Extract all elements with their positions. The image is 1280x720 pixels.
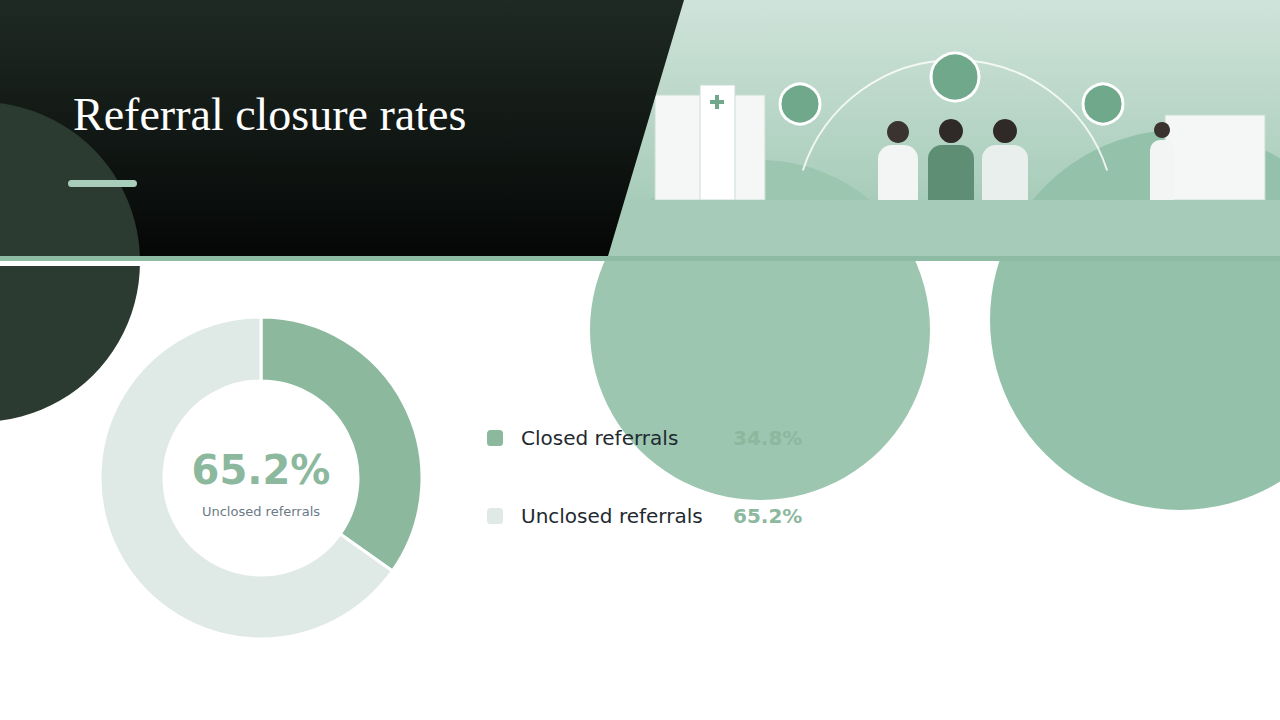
- svg-text:Unclosed referrals: Unclosed referrals: [202, 504, 320, 519]
- svg-text:65.2%: 65.2%: [192, 447, 331, 493]
- svg-text:Referral closure rates: Referral closure rates: [73, 89, 466, 140]
- svg-text:Closed referrals: Closed referrals: [521, 426, 678, 450]
- svg-text:65.2%: 65.2%: [733, 504, 802, 528]
- svg-text:34.8%: 34.8%: [733, 426, 802, 450]
- svg-text:Unclosed referrals: Unclosed referrals: [521, 504, 703, 528]
